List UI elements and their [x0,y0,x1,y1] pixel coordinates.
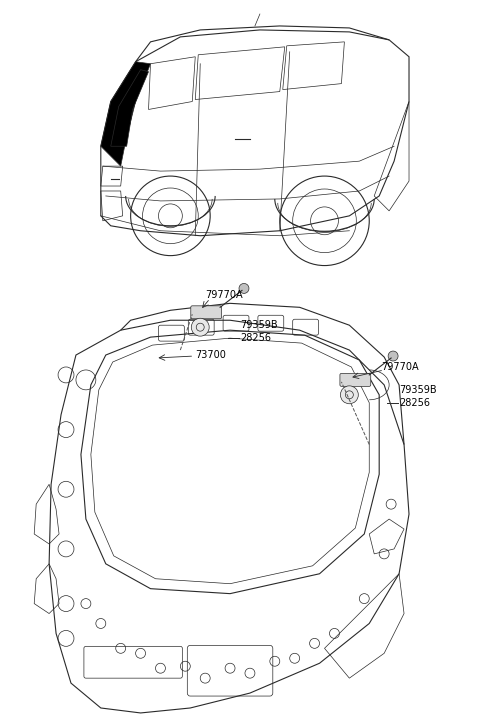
Text: 79359B: 79359B [399,385,437,395]
FancyBboxPatch shape [191,306,222,318]
Circle shape [192,318,209,336]
Circle shape [239,284,249,293]
Polygon shape [101,62,151,166]
FancyBboxPatch shape [340,373,371,386]
Text: 73700: 73700 [195,350,226,360]
Polygon shape [111,70,148,147]
Text: 28256: 28256 [240,333,271,343]
Text: 79359B: 79359B [240,321,277,330]
Circle shape [340,386,358,404]
Text: 79770A: 79770A [381,362,419,372]
Text: 79770A: 79770A [205,290,243,300]
Circle shape [388,351,398,361]
Text: 28256: 28256 [399,398,430,408]
